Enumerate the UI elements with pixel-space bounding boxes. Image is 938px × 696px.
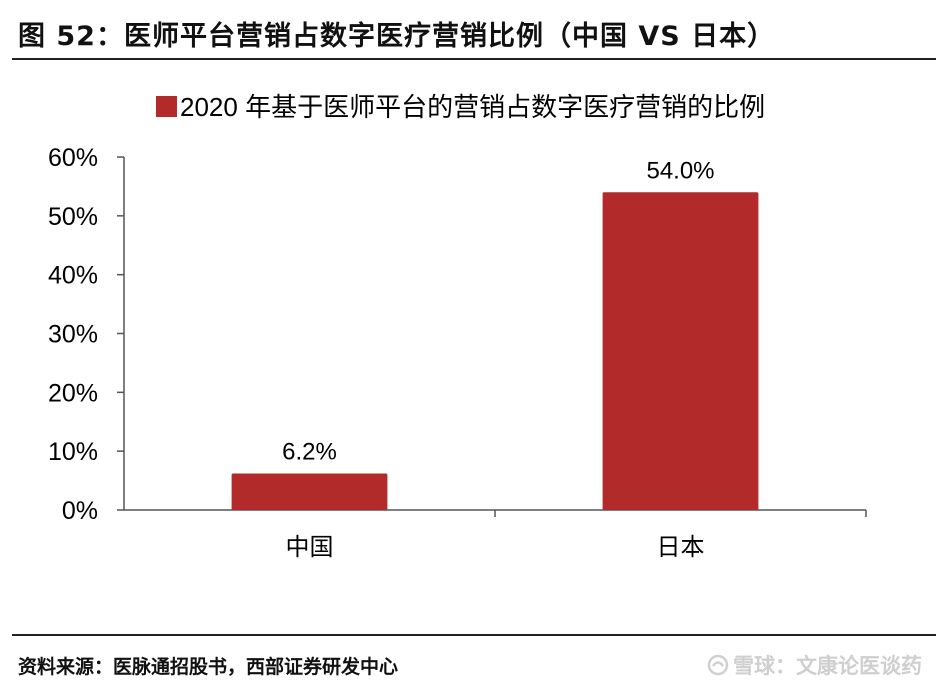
bar-china [231,473,388,510]
figure-title: 图 52：医师平台营销占数字医疗营销比例（中国 VS 日本） [18,21,776,52]
top-rule [12,58,936,60]
data-label: 54.0% [646,157,714,184]
y-tick-label: 20% [48,379,98,407]
legend-swatch [156,96,177,117]
bottom-rule [12,634,936,636]
y-axis-ticks: 0% 10% 20% 30% 40% 50% 60% [48,144,124,525]
watermark-text: 雪球：文康论医谈药 [733,654,922,678]
category-label: 日本 [657,534,705,561]
snowball-logo-icon [707,654,729,676]
bars [231,192,759,511]
bar-chart: 2020 年基于医师平台的营销占数字医疗营销的比例 0% 10% 20% 30% 40%… [48,92,867,561]
y-tick-label: 0% [62,497,98,525]
source-note: 资料来源：医脉通招股书，西部证券研发中心 [18,656,399,678]
category-labels: 中国 日本 [286,534,705,561]
y-tick-label: 60% [48,144,98,172]
data-label: 6.2% [282,439,337,466]
y-tick-label: 10% [48,438,98,466]
category-label: 中国 [286,534,334,561]
watermark: 雪球：文康论医谈药 [707,650,922,680]
y-tick-label: 30% [48,321,98,349]
y-tick-label: 40% [48,262,98,290]
data-labels: 6.2% 54.0% [282,157,714,465]
legend: 2020 年基于医师平台的营销占数字医疗营销的比例 [156,92,765,122]
legend-label: 2020 年基于医师平台的营销占数字医疗营销的比例 [180,92,765,122]
y-tick-label: 50% [48,203,98,231]
bar-japan [602,192,759,511]
